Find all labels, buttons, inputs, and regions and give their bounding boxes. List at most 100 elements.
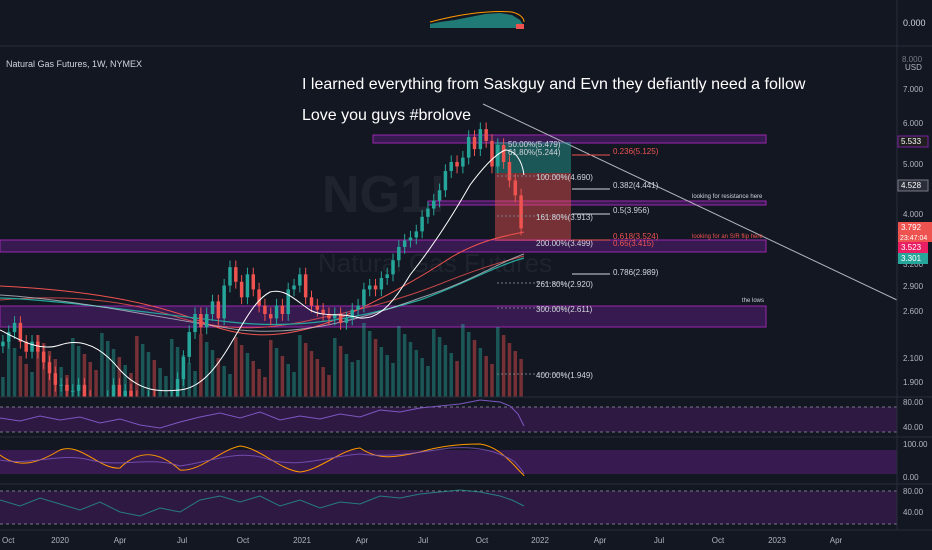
- candle-body: [373, 285, 378, 290]
- currency-label[interactable]: USD: [905, 63, 922, 72]
- volume-bar: [484, 356, 488, 397]
- price-axis-top-label: 8.000: [902, 55, 923, 64]
- candle-body: [350, 309, 354, 319]
- volume-bar: [94, 370, 98, 397]
- candle-body: [286, 289, 290, 315]
- candle-body: [292, 285, 296, 290]
- volume-bar: [420, 358, 424, 397]
- candle-body: [170, 397, 173, 403]
- volume-bar: [82, 354, 87, 397]
- candle-body: [391, 260, 395, 275]
- volume-bar: [234, 337, 238, 397]
- volume-bar: [501, 335, 506, 397]
- price-badge-teal: 3.301: [901, 254, 922, 263]
- top-panel-zero-label: 0.000: [903, 18, 926, 28]
- candle-body: [71, 390, 75, 392]
- candle-body: [362, 289, 366, 306]
- candle-body: [397, 246, 401, 261]
- symbol-title[interactable]: Natural Gas Futures, 1W, NYMEX: [6, 59, 142, 69]
- subline-annotation: Love you guys #brolove: [302, 107, 471, 124]
- candle-body: [408, 237, 413, 241]
- volume-bar: [204, 342, 209, 397]
- volume-bar: [268, 340, 273, 397]
- candle-body: [466, 136, 471, 158]
- candle-body: [478, 129, 483, 150]
- volume-bar: [100, 333, 104, 397]
- candle-body: [268, 314, 273, 319]
- volume-bar: [12, 348, 17, 397]
- volume-bar: [414, 350, 419, 397]
- volume-bar: [76, 346, 81, 397]
- top-oscillator-signal-line: [429, 11, 525, 23]
- candle-body: [36, 341, 40, 352]
- volume-bar: [292, 372, 296, 397]
- candle-body: [327, 314, 331, 319]
- candle-body: [333, 314, 337, 319]
- candle-body: [437, 190, 442, 201]
- bottom-indicator-line: [0, 489, 525, 517]
- volume-bar: [24, 364, 28, 397]
- time-tick: Oct: [476, 536, 489, 545]
- volume-bar: [437, 337, 442, 397]
- fib-ret-label: 0.786(2.989): [613, 268, 659, 277]
- volume-bar: [140, 344, 145, 397]
- stoch-tick: 100.00: [903, 440, 928, 449]
- candle-body: [187, 332, 191, 357]
- volume-bar: [117, 357, 122, 397]
- volume-bar: [298, 335, 302, 397]
- candle-body: [321, 309, 325, 315]
- time-tick: Apr: [356, 536, 369, 545]
- price-tick: 3.200: [903, 260, 924, 269]
- candle-body: [420, 216, 424, 232]
- candle-body: [175, 378, 180, 397]
- price-tick: 2.600: [903, 307, 924, 316]
- price-axis[interactable]: 7.000 6.000 5.000 4.000 3.200 2.900 2.60…: [903, 85, 924, 387]
- fib-ext-label: 300.00%(2.611): [536, 305, 593, 314]
- volume-bar: [367, 331, 372, 397]
- fib-ext-label: 61.80%(5.244): [508, 148, 561, 157]
- volume-bar: [164, 376, 168, 397]
- candle-body: [117, 384, 122, 397]
- candle-body: [228, 267, 232, 286]
- watermark-ticker: NG1!: [322, 166, 446, 224]
- bottom-tick: 80.00: [903, 487, 924, 496]
- candle-body: [210, 301, 215, 315]
- volume-bar: [71, 338, 75, 397]
- resistance-zone-top: [372, 134, 767, 144]
- volume-bar: [152, 360, 157, 397]
- time-axis[interactable]: Oct 2020 Apr Jul Oct 2021 Apr Jul Oct 2022 Apr Jul O…: [2, 536, 843, 545]
- candle-body: [507, 162, 512, 181]
- fib-ret-label: 0.236(5.125): [613, 147, 659, 156]
- volume-bar: [135, 336, 139, 397]
- volume-bar: [455, 361, 459, 397]
- top-oscillator-red-bar: [516, 24, 524, 29]
- time-tick: Jul: [177, 536, 187, 545]
- candle-body: [379, 278, 384, 290]
- volume-bar: [286, 364, 290, 397]
- candle-body: [245, 274, 250, 298]
- volume-bar: [257, 369, 261, 397]
- candle-body: [513, 180, 518, 196]
- candle-body: [309, 297, 314, 306]
- volume-bar: [315, 359, 320, 397]
- candle-body: [193, 314, 197, 333]
- bottom-tick: 40.00: [903, 508, 924, 517]
- candle-body: [356, 305, 360, 310]
- candle-body: [496, 144, 500, 167]
- volume-bar: [41, 343, 46, 397]
- watermark-name: Natural Gas Futures: [318, 248, 552, 278]
- candle-body: [402, 240, 407, 247]
- rsi-panel: 80.00 40.00: [0, 398, 924, 433]
- candle-body: [239, 281, 244, 298]
- price-tick: 4.000: [903, 210, 924, 219]
- volume-bar: [175, 347, 180, 397]
- fib-ext-label: 50.00%(5.479): [508, 140, 561, 149]
- volume-bar: [30, 372, 34, 397]
- price-tick: 2.900: [903, 282, 924, 291]
- volume-bar: [333, 338, 337, 397]
- time-tick: Jul: [654, 536, 664, 545]
- volume-bar: [356, 360, 360, 397]
- sr-flip-zone: [0, 239, 767, 253]
- volume-bar: [210, 350, 215, 397]
